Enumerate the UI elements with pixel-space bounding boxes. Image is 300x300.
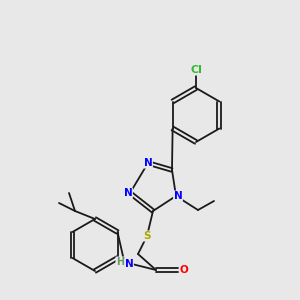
Text: S: S: [143, 231, 151, 241]
Text: Cl: Cl: [190, 65, 202, 75]
Text: O: O: [180, 265, 188, 275]
Text: N: N: [174, 191, 182, 201]
Text: N: N: [144, 158, 152, 168]
Text: N: N: [124, 188, 132, 198]
Text: H: H: [116, 257, 124, 267]
Text: N: N: [124, 259, 134, 269]
